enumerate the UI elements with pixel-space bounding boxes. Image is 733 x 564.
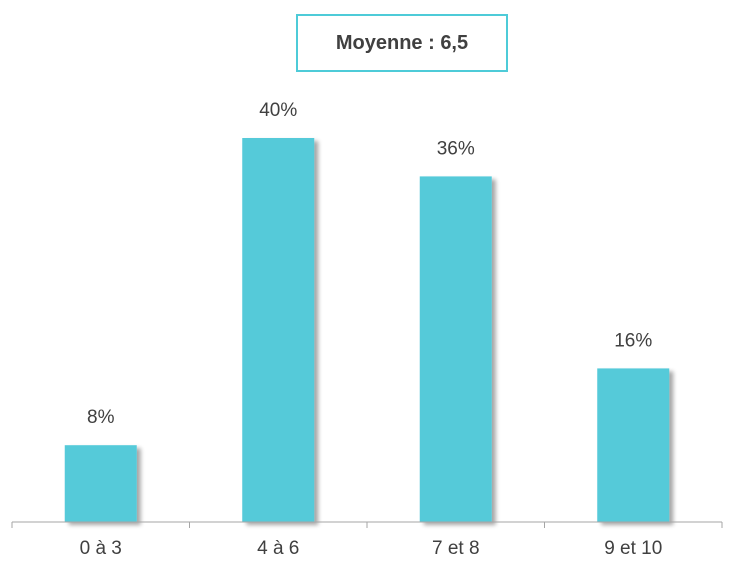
bar-4 — [597, 368, 669, 522]
bar-2 — [242, 138, 314, 522]
bars-layer — [65, 138, 670, 522]
value-label-1: 8% — [87, 407, 115, 428]
category-label-4: 9 et 10 — [604, 538, 662, 559]
bar-1 — [65, 445, 137, 522]
category-label-2: 4 à 6 — [257, 538, 299, 559]
labels-layer: 8% 0 à 3 40% 4 à 6 36% 7 et 8 16% 9 et 10 — [80, 100, 663, 559]
category-label-3: 7 et 8 — [432, 538, 480, 559]
bar-3 — [420, 176, 492, 522]
x-axis — [12, 522, 722, 528]
value-label-3: 36% — [437, 138, 475, 159]
value-label-4: 16% — [614, 330, 652, 351]
category-label-1: 0 à 3 — [80, 538, 122, 559]
value-label-2: 40% — [259, 100, 297, 121]
